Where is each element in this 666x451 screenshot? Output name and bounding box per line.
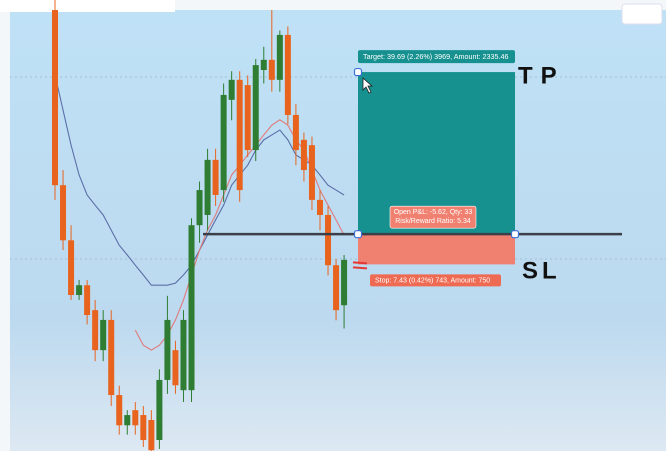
- candle-body: [220, 94, 227, 191]
- candle-body: [100, 319, 107, 351]
- tp-annotation: TP: [518, 62, 565, 89]
- stop-label: Stop: 7.43 (0.42%) 743, Amount: 750: [375, 278, 490, 285]
- candle-body: [325, 214, 332, 266]
- candle-body: [292, 114, 299, 151]
- candle-body: [236, 79, 243, 191]
- candle-body: [228, 79, 235, 100]
- candle-body: [108, 319, 115, 396]
- candle-body: [164, 319, 171, 380]
- candle-body: [180, 319, 187, 391]
- candle-body: [124, 415, 131, 426]
- candle-body: [204, 159, 211, 215]
- toolbar: [0, 0, 175, 12]
- candle-body: [284, 34, 291, 115]
- stop-label-box: [370, 274, 501, 287]
- stop-zone: [358, 234, 515, 265]
- drag-handle: [353, 230, 363, 239]
- toolbar-button[interactable]: [621, 3, 663, 25]
- mouse-cursor: [362, 77, 374, 94]
- pnl-label-box: [389, 205, 477, 229]
- candle-body: [132, 410, 139, 426]
- candle-body: [84, 285, 91, 316]
- candle-body: [196, 190, 203, 226]
- candle-body: [60, 185, 67, 241]
- candle-body: [300, 139, 307, 171]
- candle-body: [316, 199, 323, 215]
- pnl-label: Open P&L: -5.62, Qty: 33: [394, 209, 473, 216]
- candle-body: [212, 159, 219, 195]
- candle-body: [156, 379, 163, 440]
- candle-body: [333, 265, 340, 311]
- candle-body: [52, 10, 58, 186]
- candle-body: [268, 59, 275, 80]
- ratio-label: Risk/Reward Ratio: 5.34: [395, 218, 471, 225]
- target-label-box: [358, 50, 515, 64]
- drag-handle: [510, 230, 520, 239]
- candle-body: [148, 419, 155, 451]
- candle-body: [276, 34, 283, 80]
- candle-body: [308, 145, 315, 200]
- target-label: Target: 39.69 (2.26%) 3969, Amount: 2335…: [363, 52, 508, 61]
- drag-handle: [353, 67, 363, 77]
- marker-scribble: [352, 261, 368, 270]
- candle-body: [244, 85, 251, 151]
- candle-body: [140, 415, 147, 440]
- candle-body: [172, 350, 179, 386]
- candle-body: [76, 285, 83, 296]
- plot-background: [10, 10, 666, 451]
- candle-body: [260, 59, 267, 71]
- candle-body: [116, 395, 123, 426]
- candle-body: [92, 310, 99, 351]
- candle-body: [188, 225, 195, 391]
- candle-body: [341, 259, 348, 306]
- candle-body: [68, 240, 75, 296]
- candle-body: [252, 65, 259, 151]
- sl-annotation: SL: [522, 258, 561, 285]
